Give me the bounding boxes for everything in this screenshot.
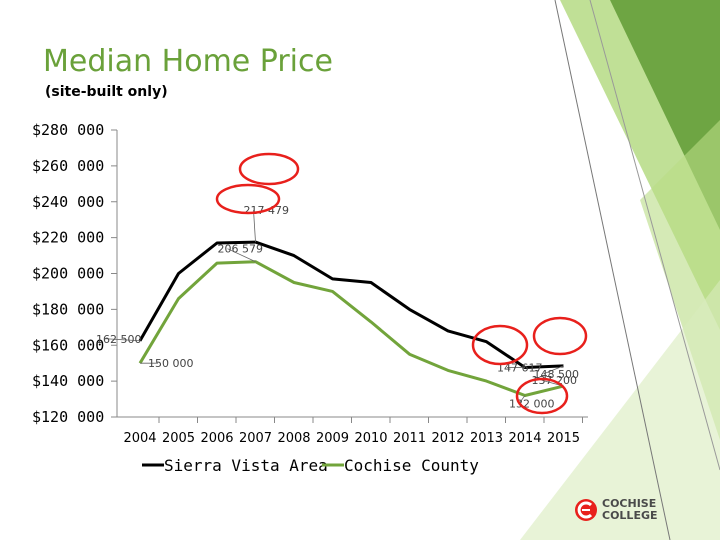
- data-label-leader: [253, 210, 256, 243]
- data-label: 206 579: [218, 243, 264, 256]
- x-tick-label: 2012: [431, 431, 464, 446]
- highlight-circle: [515, 377, 569, 415]
- data-label-leader: [543, 365, 564, 375]
- data-label: 162 500: [96, 333, 142, 346]
- data-label: 147 617: [497, 361, 543, 374]
- legend: Sierra Vista Area Cochise County: [142, 456, 479, 475]
- x-tick-label: 2005: [162, 431, 195, 446]
- y-tick-label: $260 000: [32, 157, 104, 175]
- logo-line-1: COCHISE: [602, 497, 657, 510]
- logo-icon: [575, 499, 597, 521]
- y-axis: $120 000 $140 000 $160 000 $180 000 $200 000…: [32, 121, 118, 426]
- y-tick-label: $240 000: [32, 193, 104, 211]
- x-tick-label: 2014: [508, 431, 541, 446]
- decor-line: [589, 0, 720, 471]
- highlight-circle: [238, 152, 300, 186]
- decor-line: [554, 0, 671, 540]
- series-line-sierra-vista: [138, 240, 564, 369]
- college-logo: COCHISE COLLEGE: [574, 498, 658, 522]
- data-label-leader: [105, 338, 141, 342]
- series-line-cochise-county: [138, 260, 564, 397]
- decor-shape: [520, 280, 720, 540]
- data-label-leader: [227, 248, 256, 263]
- x-axis: 2004 2005 2006 2007 2008 2009 2010 2011 2012 2013…: [117, 416, 588, 446]
- series-lines: [138, 240, 564, 397]
- y-tick-label: $200 000: [32, 265, 104, 283]
- y-tick-label: $220 000: [32, 229, 104, 247]
- data-label: 148 500: [534, 368, 580, 381]
- legend-label: Sierra Vista Area: [164, 456, 328, 475]
- y-tick-label: $160 000: [32, 336, 104, 354]
- x-tick-label: 2010: [354, 431, 387, 446]
- page-title: Median Home Price: [43, 44, 333, 79]
- x-tick-label: 2008: [277, 431, 310, 446]
- x-tick-label: 2007: [239, 431, 272, 446]
- highlight-circle: [532, 316, 588, 356]
- logo-line-2: COLLEGE: [602, 509, 658, 522]
- decorative-green-shapes: [520, 0, 720, 540]
- highlight-circle: [471, 324, 529, 366]
- y-tick-label: $180 000: [32, 300, 104, 318]
- x-tick-label: 2013: [470, 431, 503, 446]
- x-tick-label: 2006: [200, 431, 233, 446]
- x-tick-label: 2015: [547, 431, 580, 446]
- data-label: 150 000: [148, 357, 194, 370]
- y-tick-label: $140 000: [32, 372, 104, 390]
- data-label: 132 000: [509, 397, 555, 410]
- x-tick-label: 2009: [316, 431, 349, 446]
- y-tick-label: $280 000: [32, 121, 104, 139]
- highlight-circle: [215, 183, 281, 215]
- y-tick-label: $120 000: [32, 408, 104, 426]
- legend-label: Cochise County: [344, 456, 479, 475]
- x-tick-label: 2011: [393, 431, 426, 446]
- x-tick-label: 2004: [123, 431, 156, 446]
- page-subtitle: (site-built only): [45, 84, 168, 100]
- highlight-circles: [215, 152, 588, 415]
